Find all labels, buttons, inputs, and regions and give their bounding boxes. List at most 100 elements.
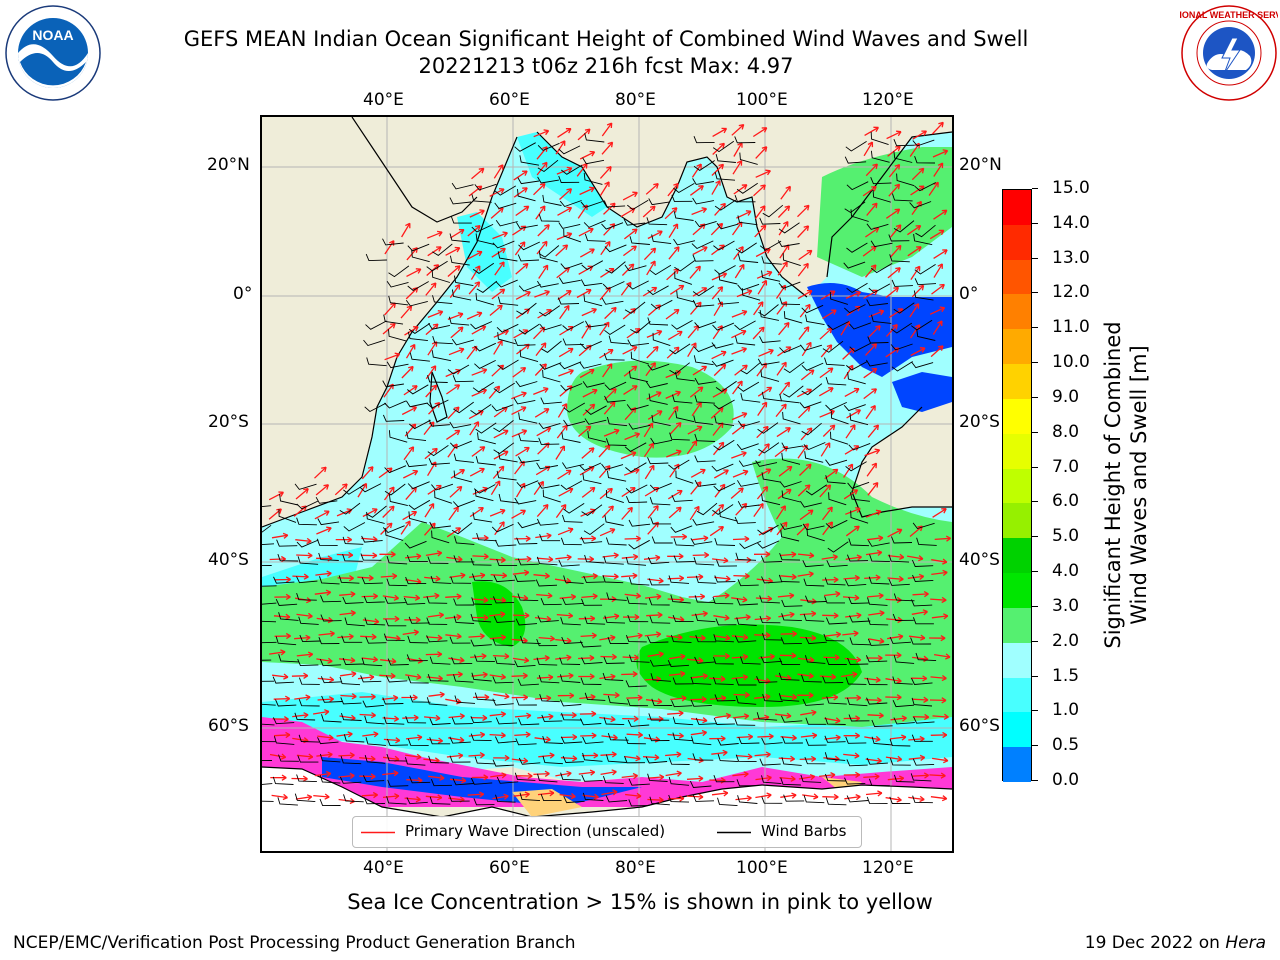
wind-barb [320,595,342,603]
wind-barb [804,655,826,664]
wave-direction-arrow [313,794,330,798]
wind-barb [845,141,867,152]
wind-barb [848,538,870,547]
wave-direction-arrowhead [632,671,638,678]
wave-direction-arrow [268,491,284,501]
wind-barb [386,281,409,288]
wave-direction-arrowhead [746,289,753,295]
wind-barb [272,717,295,725]
wind-barb [865,655,888,663]
wind-barb [714,199,737,211]
wind-barb [693,355,714,366]
wind-barb [848,442,871,451]
wind-barb [760,369,780,382]
lat-tick-right-0: 0° [959,284,979,304]
wave-direction-arrowhead [566,654,572,661]
colorbar-segment [1003,642,1031,679]
wave-direction-arrow [533,326,546,340]
wave-direction-arrowhead [606,363,613,369]
wind-barb [647,636,669,644]
wave-direction-arrow [732,538,750,541]
wind-barb [340,756,362,765]
wind-barb [759,615,781,624]
wave-direction-arrow [911,167,925,181]
wave-direction-arrowhead [825,484,832,491]
wind-barb [449,736,471,744]
wave-direction-arrow [757,386,772,397]
wind-barb [893,302,915,314]
wave-direction-arrowhead [742,364,748,371]
wave-direction-arrowhead [782,261,788,268]
wave-direction-arrow [511,638,528,642]
wind-barb [849,413,869,426]
colorbar-tick-mark [1032,675,1038,677]
wave-direction-arrowhead [675,449,682,456]
wind-barb [515,698,537,706]
wave-direction-arrowhead [498,465,505,472]
wind-barb [911,599,933,607]
wave-direction-arrow [515,291,531,300]
colorbar-tick-mark [1032,710,1038,712]
wave-direction-arrowhead [942,731,948,739]
wind-barb [646,217,668,226]
wave-direction-arrow [538,264,549,279]
wave-direction-arrow [535,205,546,220]
wave-direction-arrow [384,636,401,640]
wind-barb [866,223,889,230]
wind-barb [627,280,649,290]
wind-barb [361,657,383,667]
wind-barb [601,297,624,305]
wave-direction-arrowhead [278,491,284,497]
wave-direction-arrow [445,698,462,703]
wind-barb [630,321,651,334]
wind-barb [495,794,516,803]
wave-direction-arrow [642,205,656,218]
wind-barb [715,153,736,163]
wind-barb [386,738,409,746]
wind-barb [627,199,649,211]
wind-barb [448,794,470,802]
wind-barb [540,793,562,802]
wave-direction-arrow [512,571,529,575]
wind-barb [562,338,584,346]
wave-direction-arrow [513,793,530,797]
wave-direction-arrow [819,367,834,379]
wave-direction-arrowhead [479,209,485,215]
wave-direction-arrowhead [408,446,415,452]
wind-barb [672,716,694,726]
wave-direction-arrowhead [700,634,706,641]
wave-direction-arrowhead [283,716,289,723]
wind-barb [262,524,272,533]
wave-direction-arrowhead [370,755,376,762]
wave-direction-arrowhead [894,183,901,190]
wave-direction-arrowhead [809,773,816,781]
wave-direction-arrow [514,714,531,718]
wave-direction-arrowhead [500,556,506,564]
wind-barb [647,285,669,296]
wave-direction-arrow [295,488,309,500]
wave-direction-arrowhead [696,425,703,432]
wind-barb [493,420,514,433]
wave-direction-arrowhead [342,483,348,489]
wave-direction-arrowhead [540,342,547,348]
wave-direction-arrow [559,305,570,320]
wave-direction-arrow [646,614,663,617]
wave-direction-arrow [382,772,399,776]
wave-direction-arrowhead [632,572,638,579]
wave-direction-arrowhead [785,427,791,433]
wave-direction-arrowhead [498,164,504,170]
wave-direction-arrow [557,674,574,678]
wave-direction-arrow [666,268,679,281]
wave-direction-arrowhead [937,263,943,269]
wave-direction-arrowhead [703,551,710,559]
wind-barb [542,489,561,503]
wave-direction-arrowhead [923,696,929,703]
wind-barb [779,297,801,306]
wave-direction-arrow [292,737,309,742]
wind-barb [891,279,913,287]
wind-barb [648,734,670,742]
wave-direction-arrow [647,653,664,657]
wave-direction-arrow [401,366,414,379]
wind-barb [781,613,802,622]
wind-barb [870,177,892,185]
